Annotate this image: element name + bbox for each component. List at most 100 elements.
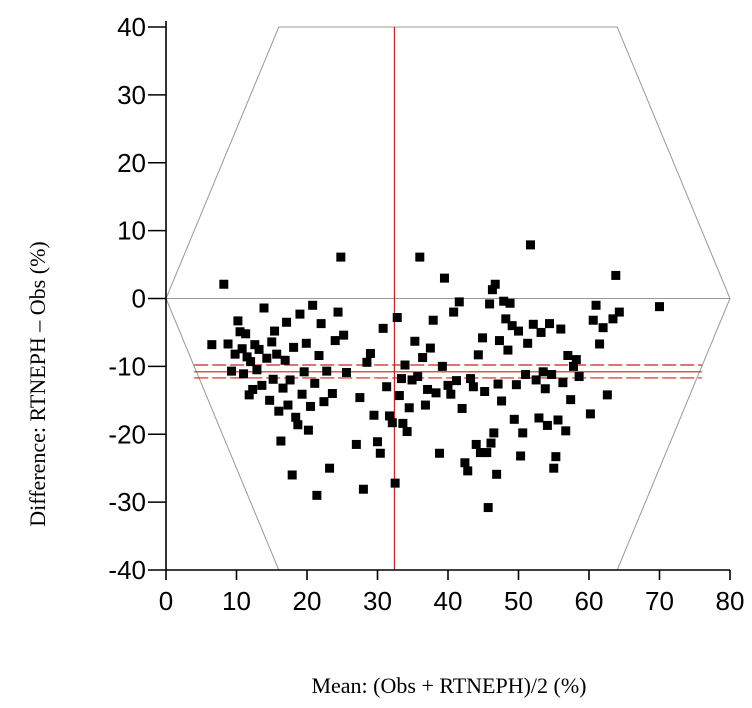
data-point [551, 452, 561, 462]
data-point [509, 414, 519, 424]
x-tick-label: 20 [293, 586, 322, 616]
data-point [487, 285, 497, 295]
data-point [207, 340, 217, 350]
data-point [466, 374, 476, 384]
data-point [490, 279, 500, 289]
data-point [257, 380, 267, 390]
data-point [244, 390, 254, 400]
data-point [272, 349, 282, 359]
reference-lines [166, 27, 730, 570]
data-point [316, 319, 326, 329]
data-point [230, 349, 240, 359]
data-point [227, 366, 237, 376]
data-point [239, 369, 249, 379]
data-point [655, 302, 664, 312]
data-point [608, 314, 618, 324]
data-point [276, 436, 286, 446]
data-point [489, 428, 499, 438]
data-point [460, 458, 470, 468]
data-point [407, 375, 417, 385]
data-point [454, 297, 464, 307]
y-tick-label: -40 [108, 555, 146, 585]
data-point [505, 298, 515, 308]
data-point [336, 252, 346, 262]
data-point [404, 403, 414, 413]
y-axis-ticks: -40 -30 -20 -10 0 10 20 30 40 [108, 12, 166, 585]
data-point [485, 299, 495, 309]
x-axis-title: Mean: (Obs + RTNEPH)/2 (%) [311, 673, 586, 698]
data-point [556, 324, 566, 334]
data-point [521, 370, 531, 380]
data-point [480, 386, 490, 396]
data-point [468, 382, 478, 392]
data-point [538, 367, 548, 377]
data-point [431, 388, 441, 398]
data-point [611, 270, 621, 280]
data-point [398, 418, 408, 428]
y-tick-label: -30 [108, 487, 146, 517]
data-point [278, 383, 288, 393]
data-point [413, 372, 423, 382]
data-point [390, 478, 400, 488]
data-point [435, 448, 445, 458]
data-point [501, 314, 511, 324]
data-point [540, 384, 550, 394]
x-tick-label: 10 [222, 586, 251, 616]
data-point [291, 412, 301, 422]
data-point [341, 367, 351, 377]
data-point [542, 420, 552, 430]
data-point [254, 344, 264, 354]
data-point [549, 463, 559, 473]
data-point [287, 470, 297, 480]
data-point [242, 352, 252, 362]
data-point [319, 397, 329, 407]
data-point [339, 330, 349, 340]
data-point [262, 353, 272, 363]
data-point [507, 321, 517, 331]
data-point [285, 375, 295, 385]
data-point [299, 367, 309, 377]
data-point [382, 382, 392, 392]
data-point [248, 384, 258, 394]
data-point [280, 355, 290, 365]
data-point [241, 329, 251, 339]
data-point [369, 410, 379, 420]
data-point [574, 372, 584, 382]
data-point [237, 344, 247, 354]
data-point [561, 426, 571, 436]
data-point [295, 309, 305, 319]
data-point [536, 327, 546, 337]
x-tick-label: 70 [645, 586, 674, 616]
data-point [420, 400, 430, 410]
data-point [259, 303, 269, 313]
data-point [523, 338, 533, 348]
data-point [394, 391, 404, 401]
data-point [499, 296, 509, 306]
axes [165, 21, 730, 571]
data-point [503, 345, 513, 355]
data-point [571, 355, 581, 365]
data-point [568, 361, 578, 371]
y-tick-label: 10 [117, 216, 146, 246]
y-tick-label: 20 [117, 148, 146, 178]
data-point [325, 463, 335, 473]
data-point [303, 425, 313, 435]
data-point [322, 366, 332, 376]
data-point [282, 317, 292, 327]
y-tick-label: 30 [117, 80, 146, 110]
data-point [525, 240, 535, 250]
data-point [396, 374, 406, 384]
data-point [545, 319, 555, 329]
data-point [547, 370, 557, 380]
data-point [451, 376, 461, 386]
data-point [497, 396, 507, 406]
data-point [511, 380, 521, 390]
y-tick-label: -10 [108, 351, 146, 381]
data-point [378, 323, 388, 333]
data-point [482, 448, 492, 458]
data-point [308, 300, 318, 310]
data-point [306, 401, 316, 411]
data-point [365, 348, 375, 358]
y-tick-label: 0 [132, 284, 146, 314]
data-point [314, 351, 324, 361]
